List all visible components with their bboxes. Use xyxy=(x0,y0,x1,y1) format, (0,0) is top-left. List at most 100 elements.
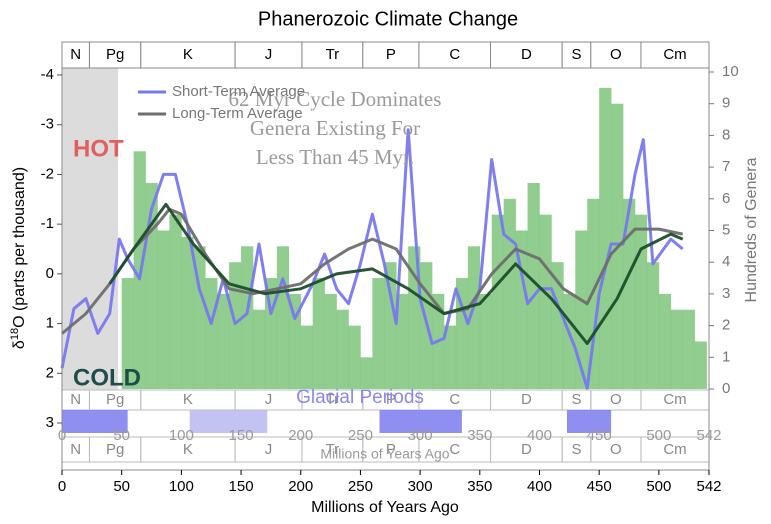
y2-tick-label: 8 xyxy=(722,126,730,143)
genera-bar xyxy=(443,325,457,389)
y-tick-label: 2 xyxy=(46,364,54,381)
period-cell xyxy=(561,41,592,69)
period-cell xyxy=(640,41,710,69)
genera-bar xyxy=(276,246,290,389)
period-label: Tr xyxy=(326,441,340,458)
series-line xyxy=(61,207,684,335)
genera-bar xyxy=(193,246,206,389)
y-tick-label: -3 xyxy=(41,116,54,133)
glacial-label: Glacial Periods xyxy=(296,387,424,408)
genera-bar xyxy=(360,357,373,389)
period-label: Tr xyxy=(326,391,340,408)
x-tick-label: 50 xyxy=(113,478,130,495)
inner-x-tick-label: 100 xyxy=(169,427,194,444)
period-label: C xyxy=(449,46,460,63)
genera-bar xyxy=(599,87,612,389)
y2-tick-label: 6 xyxy=(722,190,730,207)
period-label: Tr xyxy=(326,46,340,63)
period-label: P xyxy=(386,46,396,63)
period-label: P xyxy=(386,391,396,408)
period-label: Cm xyxy=(663,391,686,408)
y-tick-label: 3 xyxy=(46,414,54,431)
y-label-part: δ xyxy=(11,340,28,349)
x-axis-label: Millions of Years Ago xyxy=(311,499,459,516)
glacial-band xyxy=(189,410,268,433)
x-tick-label: 350 xyxy=(467,478,492,495)
genera-bar xyxy=(503,198,516,389)
inner-x-tick-label: 200 xyxy=(288,427,313,444)
legend-label: Long-Term Average xyxy=(172,105,303,122)
period-cell xyxy=(418,41,492,69)
x-tick-label: 250 xyxy=(348,478,373,495)
inner-x-tick-label: 350 xyxy=(467,427,492,444)
period-label: N xyxy=(70,441,81,458)
y2-axis-label: Hundreds of Genera xyxy=(743,157,760,302)
period-label: K xyxy=(183,441,193,458)
period-label: D xyxy=(521,441,532,458)
inner-x-tick-label: 400 xyxy=(527,427,552,444)
y2-tick-label: 5 xyxy=(722,221,730,238)
genera-bar xyxy=(539,214,552,389)
genera-bar xyxy=(372,278,385,389)
chart-title: Phanerozoic Climate Change xyxy=(258,8,518,30)
y2-tick-label: 1 xyxy=(722,348,730,365)
period-label: J xyxy=(265,391,273,408)
y-tick-label: -4 xyxy=(41,66,54,83)
inner-x-tick-label: 300 xyxy=(408,427,433,444)
y2-tick-label: 3 xyxy=(722,285,730,302)
period-label: Pg xyxy=(106,391,124,408)
genera-bar xyxy=(658,293,672,389)
period-label: Pg xyxy=(106,441,124,458)
period-label: N xyxy=(70,46,81,63)
period-label: O xyxy=(610,46,622,63)
period-label: S xyxy=(571,46,581,63)
inner-x-tick-label: 500 xyxy=(646,427,671,444)
period-label: J xyxy=(265,441,273,458)
genera-bar xyxy=(623,198,636,389)
genera-bar xyxy=(157,230,170,389)
x-tick-label: 300 xyxy=(408,478,433,495)
inner-x-tick-label: 250 xyxy=(348,427,373,444)
y-tick-label: -1 xyxy=(41,215,54,232)
period-label: S xyxy=(571,391,581,408)
x-tick-label: 100 xyxy=(169,478,194,495)
hot-label: HOT xyxy=(73,135,124,162)
x-tick-label: 0 xyxy=(58,478,66,495)
x-tick-label: 200 xyxy=(288,478,313,495)
period-label: Cm xyxy=(663,46,686,63)
period-cell xyxy=(362,41,420,69)
genera-bar xyxy=(300,325,313,389)
genera-bar xyxy=(288,293,302,389)
genera-bar xyxy=(515,230,528,389)
y2-tick-label: 10 xyxy=(722,63,739,80)
genera-bar xyxy=(252,309,266,389)
period-label: C xyxy=(449,391,460,408)
shaded-region xyxy=(62,68,119,390)
series-line xyxy=(60,128,684,390)
y-tick-label: 1 xyxy=(46,315,54,332)
genera-bar xyxy=(229,262,242,389)
glacial-band xyxy=(379,410,462,433)
genera-bar xyxy=(646,262,660,389)
glacial-band xyxy=(62,410,128,433)
period-label: O xyxy=(610,391,622,408)
period-label: Cm xyxy=(663,441,686,458)
genera-bar xyxy=(575,230,588,389)
period-label: K xyxy=(183,46,193,63)
y-axis-label: δ18O (parts per thousand) xyxy=(9,167,28,349)
genera-bar xyxy=(396,293,409,389)
genera-bar xyxy=(634,214,648,389)
period-label: Pg xyxy=(106,46,124,63)
genera-bar xyxy=(169,214,182,389)
genera-bar xyxy=(682,309,695,389)
period-label: J xyxy=(265,46,273,63)
genera-bar xyxy=(491,214,504,389)
period-label: C xyxy=(449,441,460,458)
genera-bar xyxy=(384,262,397,389)
period-label: O xyxy=(610,441,622,458)
y-tick-label: 0 xyxy=(46,265,54,282)
y-tick-label: -2 xyxy=(41,165,54,182)
genera-bar xyxy=(181,236,194,389)
genera-bar xyxy=(312,278,325,389)
